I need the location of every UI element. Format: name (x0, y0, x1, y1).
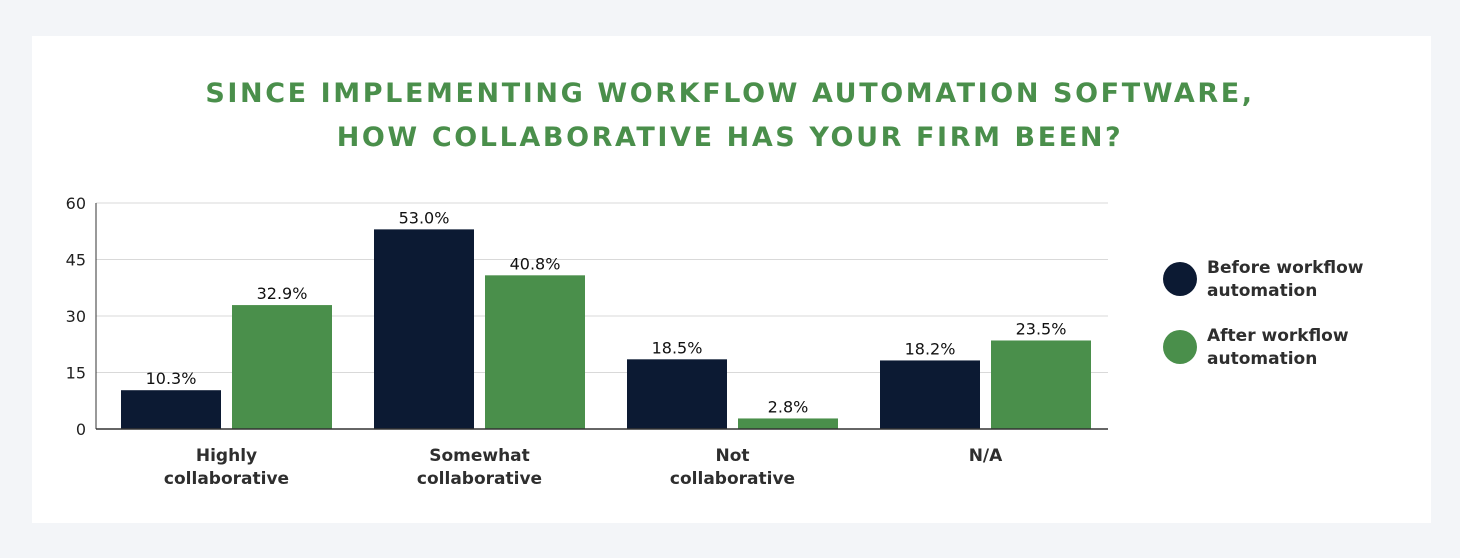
legend-label-before-line-1: Before workflow (1207, 258, 1364, 278)
legend-label-after: After workflow automation (1207, 325, 1407, 371)
legend-label-before: Before workflow automation (1207, 257, 1407, 303)
x-category-label-2-line-0: Not (715, 446, 749, 466)
y-tick-label-45: 45 (66, 251, 86, 270)
bar-after-0 (232, 305, 332, 429)
bar-after-3 (991, 340, 1091, 429)
x-category-label-3-line-0: N/A (969, 446, 1003, 466)
data-label-before-0: 10.3% (146, 369, 197, 388)
data-label-after-2: 2.8% (768, 397, 809, 416)
bar-before-0 (121, 390, 221, 429)
x-category-label-1-line-1: collaborative (417, 469, 542, 489)
legend-swatch-after (1163, 330, 1197, 364)
bar-before-1 (374, 229, 474, 429)
chart-card (32, 36, 1431, 523)
chart-title-line-1: SINCE IMPLEMENTING WORKFLOW AUTOMATION S… (205, 78, 1255, 109)
data-label-before-1: 53.0% (399, 208, 450, 227)
y-tick-label-0: 0 (76, 420, 86, 439)
chart-title-line-2: HOW COLLABORATIVE HAS YOUR FIRM BEEN? (336, 122, 1124, 153)
y-tick-label-60: 60 (66, 194, 86, 213)
data-label-before-3: 18.2% (905, 339, 956, 358)
bar-after-1 (485, 275, 585, 429)
bar-before-2 (627, 359, 727, 429)
legend-swatch-before (1163, 262, 1197, 296)
legend-label-after-line-2: automation (1207, 349, 1318, 369)
bar-before-3 (880, 360, 980, 429)
y-tick-label-30: 30 (66, 307, 86, 326)
x-category-label-0-line-0: Highly (196, 446, 257, 466)
data-label-after-0: 32.9% (257, 284, 308, 303)
data-label-after-3: 23.5% (1016, 319, 1067, 338)
legend-label-before-line-2: automation (1207, 281, 1318, 301)
data-label-after-1: 40.8% (510, 254, 561, 273)
bar-after-2 (738, 418, 838, 429)
legend-label-after-line-1: After workflow (1207, 326, 1349, 346)
y-tick-label-15: 15 (66, 364, 86, 383)
x-category-label-0-line-1: collaborative (164, 469, 289, 489)
x-category-label-2-line-1: collaborative (670, 469, 795, 489)
x-category-label-1-line-0: Somewhat (429, 446, 530, 466)
data-label-before-2: 18.5% (652, 338, 703, 357)
